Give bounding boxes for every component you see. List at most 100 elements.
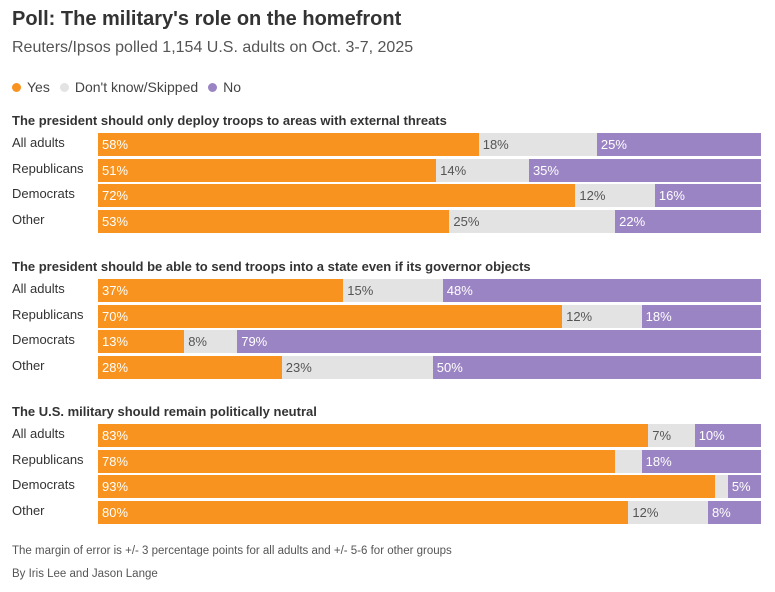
data-label: 18% bbox=[482, 137, 509, 152]
bar-segment-no: 22% bbox=[615, 209, 761, 233]
bar-row: Other 28% 23% 50% bbox=[0, 355, 775, 379]
stacked-bar: 78% 18% bbox=[98, 449, 761, 473]
bar-segment-yes: 28% bbox=[98, 355, 282, 379]
bar-segment-no: 18% bbox=[641, 449, 761, 473]
bar-segment-yes: 53% bbox=[98, 209, 450, 233]
data-label: 79% bbox=[241, 334, 268, 349]
stacked-bar: 28% 23% 50% bbox=[98, 355, 761, 379]
bar-row: Republicans 70% 12% 18% bbox=[0, 304, 775, 328]
bar-segment-dont-know: 12% bbox=[575, 184, 655, 207]
data-label: 15% bbox=[347, 283, 374, 298]
bar-segment-yes: 37% bbox=[98, 279, 344, 302]
stacked-bar: 83% 7% 10% bbox=[98, 424, 761, 447]
data-label: 78% bbox=[102, 453, 129, 469]
stacked-bar: 72% 12% 16% bbox=[98, 184, 761, 207]
bar-row: Democrats 72% 12% 16% bbox=[0, 184, 775, 207]
data-label: 70% bbox=[102, 308, 129, 324]
data-label: 53% bbox=[102, 213, 129, 229]
stacked-bar: 53% 25% 22% bbox=[98, 209, 761, 233]
group-label: Other bbox=[12, 502, 45, 518]
group-label: Democrats bbox=[12, 186, 75, 201]
bar-segment-dont-know bbox=[714, 475, 728, 498]
stacked-bar: 51% 14% 35% bbox=[98, 158, 761, 182]
group-label: Democrats bbox=[12, 332, 75, 347]
legend-label-yes: Yes bbox=[27, 79, 50, 95]
group-label: All adults bbox=[12, 426, 65, 441]
legend-label-no: No bbox=[223, 79, 242, 95]
stacked-bar: 37% 15% 48% bbox=[98, 279, 761, 302]
data-label: 7% bbox=[652, 428, 672, 443]
byline: By Iris Lee and Jason Lange bbox=[12, 568, 158, 580]
bar-segment-yes: 13% bbox=[98, 330, 185, 353]
group-label: Other bbox=[12, 211, 45, 227]
footnote: The margin of error is +/- 3 percentage … bbox=[12, 545, 452, 557]
stacked-bar: 80% 12% 8% bbox=[98, 500, 761, 524]
bar-row: Republicans 78% 18% bbox=[0, 449, 775, 473]
group-label: Other bbox=[12, 357, 45, 373]
data-label: 12% bbox=[632, 504, 659, 520]
bar-segment-dont-know: 12% bbox=[562, 304, 642, 328]
bar-segment-yes: 72% bbox=[98, 184, 576, 207]
bar-segment-dont-know: 15% bbox=[343, 279, 443, 302]
legend-item-yes: Yes bbox=[12, 79, 50, 95]
bar-segment-no: 25% bbox=[596, 133, 761, 156]
data-label: 51% bbox=[102, 162, 129, 178]
legend-dot-no bbox=[208, 82, 218, 92]
bar-row: Democrats 13% 8% 79% bbox=[0, 330, 775, 353]
bar-segment-no: 8% bbox=[707, 500, 761, 524]
bar-segment-no: 35% bbox=[528, 158, 761, 182]
data-label: 10% bbox=[698, 428, 725, 443]
data-label: 58% bbox=[102, 137, 129, 152]
legend: Yes Don't know/Skipped No bbox=[12, 79, 251, 95]
bar-segment-dont-know bbox=[615, 449, 642, 473]
stacked-bar: 58% 18% 25% bbox=[98, 133, 761, 156]
bar-segment-yes: 51% bbox=[98, 158, 437, 182]
group-label: Republicans bbox=[12, 306, 84, 322]
bar-segment-dont-know: 14% bbox=[436, 158, 529, 182]
bar-row: All adults 83% 7% 10% bbox=[0, 424, 775, 447]
bar-segment-yes: 93% bbox=[98, 475, 715, 498]
data-label: 18% bbox=[645, 308, 672, 324]
data-label: 13% bbox=[102, 334, 129, 349]
panel-question: The U.S. military should remain politica… bbox=[12, 404, 317, 419]
data-label: 37% bbox=[102, 283, 129, 298]
data-label: 8% bbox=[188, 334, 207, 349]
bar-row: All adults 58% 18% 25% bbox=[0, 133, 775, 156]
bar-segment-dont-know: 25% bbox=[449, 209, 616, 233]
bar-row: Republicans 51% 14% 35% bbox=[0, 158, 775, 182]
data-label: 5% bbox=[731, 479, 751, 494]
data-label: 35% bbox=[532, 162, 559, 178]
bar-segment-dont-know: 23% bbox=[281, 355, 433, 379]
group-label: Republicans bbox=[12, 160, 84, 176]
legend-item-no: No bbox=[208, 79, 241, 95]
group-label: Democrats bbox=[12, 477, 75, 492]
data-label: 8% bbox=[711, 504, 731, 520]
chart-subtitle: Reuters/Ipsos polled 1,154 U.S. adults o… bbox=[12, 39, 414, 56]
bar-segment-no: 50% bbox=[432, 355, 761, 379]
data-label: 93% bbox=[102, 479, 129, 494]
bar-segment-yes: 83% bbox=[98, 424, 649, 447]
data-label: 23% bbox=[285, 359, 312, 375]
bar-segment-yes: 58% bbox=[98, 133, 479, 156]
legend-label-dont-know: Don't know/Skipped bbox=[74, 79, 199, 95]
bar-segment-dont-know: 7% bbox=[648, 424, 695, 447]
legend-dot-yes bbox=[12, 82, 21, 92]
bar-row: Other 53% 25% 22% bbox=[0, 209, 775, 233]
chart-title: Poll: The military's role on the homefro… bbox=[12, 8, 402, 30]
data-label: 83% bbox=[102, 428, 129, 443]
data-label: 80% bbox=[102, 504, 129, 520]
bar-segment-no: 18% bbox=[641, 304, 761, 328]
data-label: 14% bbox=[440, 162, 467, 178]
stacked-bar: 70% 12% 18% bbox=[98, 304, 761, 328]
bar-segment-yes: 78% bbox=[98, 449, 616, 473]
data-label: 16% bbox=[658, 188, 685, 203]
bar-segment-yes: 80% bbox=[98, 500, 629, 524]
bar-segment-no: 10% bbox=[694, 424, 761, 447]
bar-segment-no: 48% bbox=[442, 279, 761, 302]
bar-segment-no: 5% bbox=[727, 475, 761, 498]
data-label: 28% bbox=[102, 359, 129, 375]
group-label: All adults bbox=[12, 281, 65, 296]
data-label: 22% bbox=[619, 213, 646, 229]
bar-segment-dont-know: 12% bbox=[628, 500, 708, 524]
group-label: All adults bbox=[12, 135, 65, 150]
